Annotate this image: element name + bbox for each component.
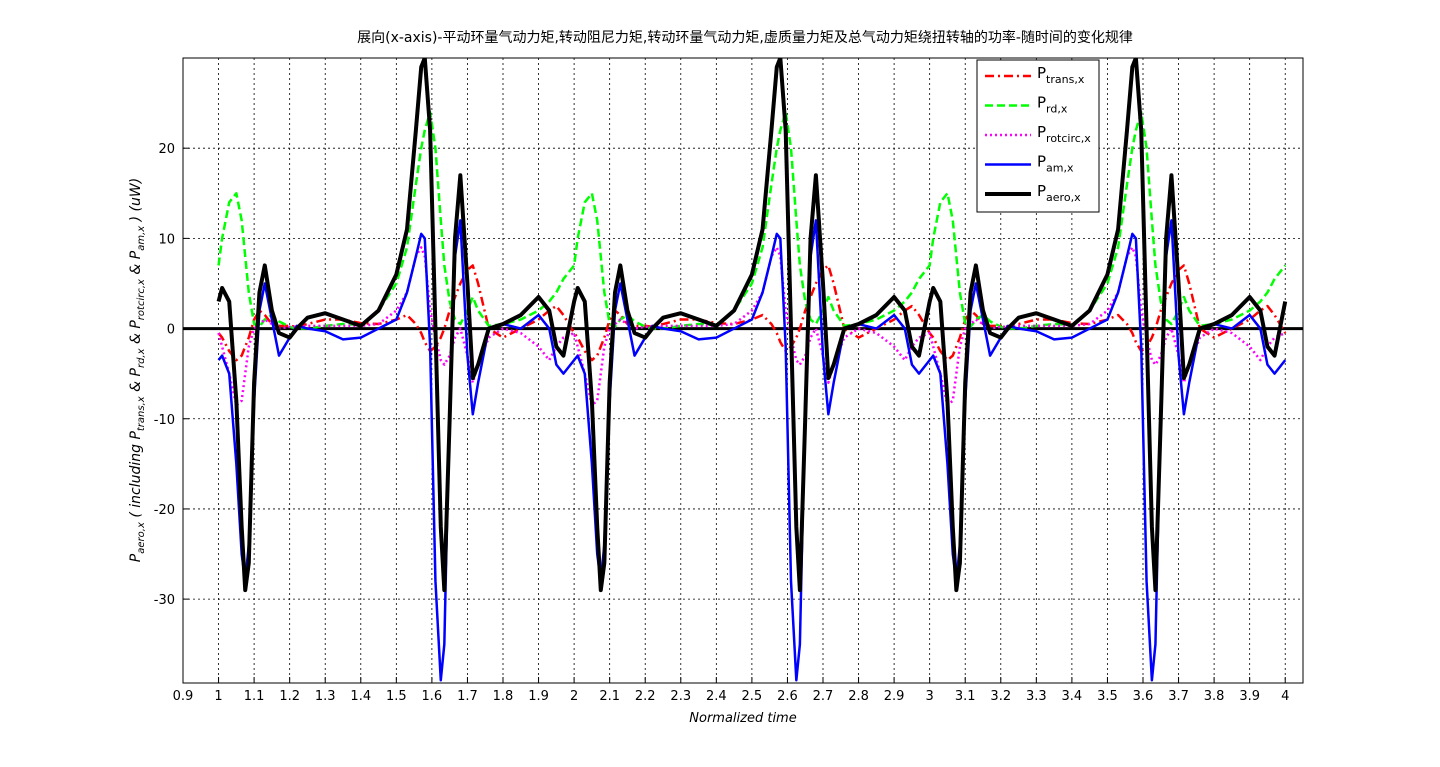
x-tick-label: 1.2 bbox=[279, 689, 300, 704]
legend-label-main: P bbox=[1037, 153, 1046, 171]
x-tick-label: 2.9 bbox=[884, 689, 905, 704]
y-axis-label: Paero,x ( including Ptrans,x & Prd,x & P… bbox=[128, 178, 147, 562]
x-tick-label: 2.4 bbox=[706, 689, 727, 704]
x-tick-label: 2.7 bbox=[813, 689, 834, 704]
legend-label-main: P bbox=[1037, 182, 1046, 200]
y-label-part: ( including P bbox=[128, 431, 144, 523]
x-tick-label: 1.8 bbox=[493, 689, 514, 704]
x-tick-label: 3 bbox=[926, 689, 934, 704]
plot-lines bbox=[216, 58, 1288, 682]
x-tick-label: 1.1 bbox=[244, 689, 265, 704]
x-tick-label: 1.7 bbox=[457, 689, 478, 704]
legend-label-subscript: trans,x bbox=[1046, 73, 1085, 86]
y-label-part: ) (uW) bbox=[128, 178, 144, 226]
series-line bbox=[216, 58, 1288, 593]
x-tick-label: 2.1 bbox=[599, 689, 620, 704]
y-tick-label: -10 bbox=[154, 413, 175, 428]
series-line bbox=[217, 110, 1287, 330]
y-tick-label: 10 bbox=[158, 232, 175, 247]
y-label-subscript: am,x bbox=[136, 226, 147, 251]
x-tick-label: 1.9 bbox=[528, 689, 549, 704]
x-tick-label: 3.1 bbox=[955, 689, 976, 704]
x-tick-label: 2.3 bbox=[670, 689, 691, 704]
x-tick-label: 2.5 bbox=[742, 689, 763, 704]
y-label-part: & P bbox=[128, 320, 144, 349]
x-axis-label: Normalized time bbox=[689, 711, 796, 726]
y-tick-label: -30 bbox=[154, 593, 175, 608]
legend-label-main: P bbox=[1037, 64, 1046, 82]
x-tick-label: 1.5 bbox=[386, 689, 407, 704]
legend-box bbox=[976, 59, 1100, 213]
x-tick-label: 3.4 bbox=[1062, 689, 1083, 704]
y-label-part: & P bbox=[128, 250, 144, 279]
y-label-part: P bbox=[128, 553, 144, 562]
legend-label-main: P bbox=[1037, 123, 1046, 141]
x-tick-label: 2.6 bbox=[777, 689, 798, 704]
x-tick-label: 2 bbox=[570, 689, 578, 704]
legend-label-subscript: rotcirc,x bbox=[1046, 132, 1091, 145]
y-label-subscript: rotcirc,x bbox=[136, 279, 147, 320]
chart-title: 展向(x-axis)-平动环量气动力矩,转动阻尼力矩,转动环量气动力矩,虚质量力… bbox=[357, 29, 1133, 46]
grid: 0.9 1 1.1 1.2 1.3 1.4 1.5 1.6 1.7 1.8 1.9 2 2.1 2.2 2.… bbox=[154, 58, 1303, 704]
legend-label: Ptrans,x bbox=[1037, 64, 1085, 86]
x-tick-label: 1 bbox=[214, 689, 222, 704]
series-line bbox=[217, 264, 1287, 362]
legend-label-subscript: rd,x bbox=[1046, 103, 1068, 116]
legend-label: Paero,x bbox=[1037, 182, 1081, 204]
legend-label: Pam,x bbox=[1037, 153, 1074, 175]
y-label-subscript: aero,x bbox=[136, 522, 147, 554]
x-tick-label: 3.3 bbox=[1026, 689, 1047, 704]
y-tick-label: 20 bbox=[158, 142, 175, 157]
x-tick-label: 3.5 bbox=[1097, 689, 1118, 704]
x-tick-label: 2.2 bbox=[635, 689, 656, 704]
x-tick-label: 3.6 bbox=[1133, 689, 1154, 704]
legend-label: Prd,x bbox=[1037, 94, 1068, 116]
y-label-part: & P bbox=[128, 367, 144, 396]
legend-label-subscript: am,x bbox=[1046, 162, 1074, 175]
x-tick-label: 3.9 bbox=[1239, 689, 1260, 704]
x-tick-label: 3.2 bbox=[990, 689, 1011, 704]
y-tick-label: 0 bbox=[167, 323, 175, 338]
legend-label-subscript: aero,x bbox=[1046, 191, 1081, 204]
x-tick-label: 1.3 bbox=[315, 689, 336, 704]
y-label-subscript: rd,x bbox=[136, 348, 147, 368]
x-tick-label: 3.8 bbox=[1204, 689, 1225, 704]
x-tick-label: 4 bbox=[1281, 689, 1289, 704]
plot-frame bbox=[182, 57, 1304, 684]
y-label-subscript: trans,x bbox=[136, 396, 147, 431]
x-tick-label: 1.4 bbox=[350, 689, 371, 704]
y-tick-label: -20 bbox=[154, 503, 175, 518]
x-tick-label: 2.8 bbox=[848, 689, 869, 704]
legend-label-main: P bbox=[1037, 94, 1046, 112]
x-tick-label: 0.9 bbox=[173, 689, 194, 704]
series-line bbox=[217, 219, 1287, 682]
x-tick-label: 1.6 bbox=[422, 689, 443, 704]
x-tick-label: 3.7 bbox=[1168, 689, 1189, 704]
legend-label: Protcirc,x bbox=[1037, 123, 1091, 145]
